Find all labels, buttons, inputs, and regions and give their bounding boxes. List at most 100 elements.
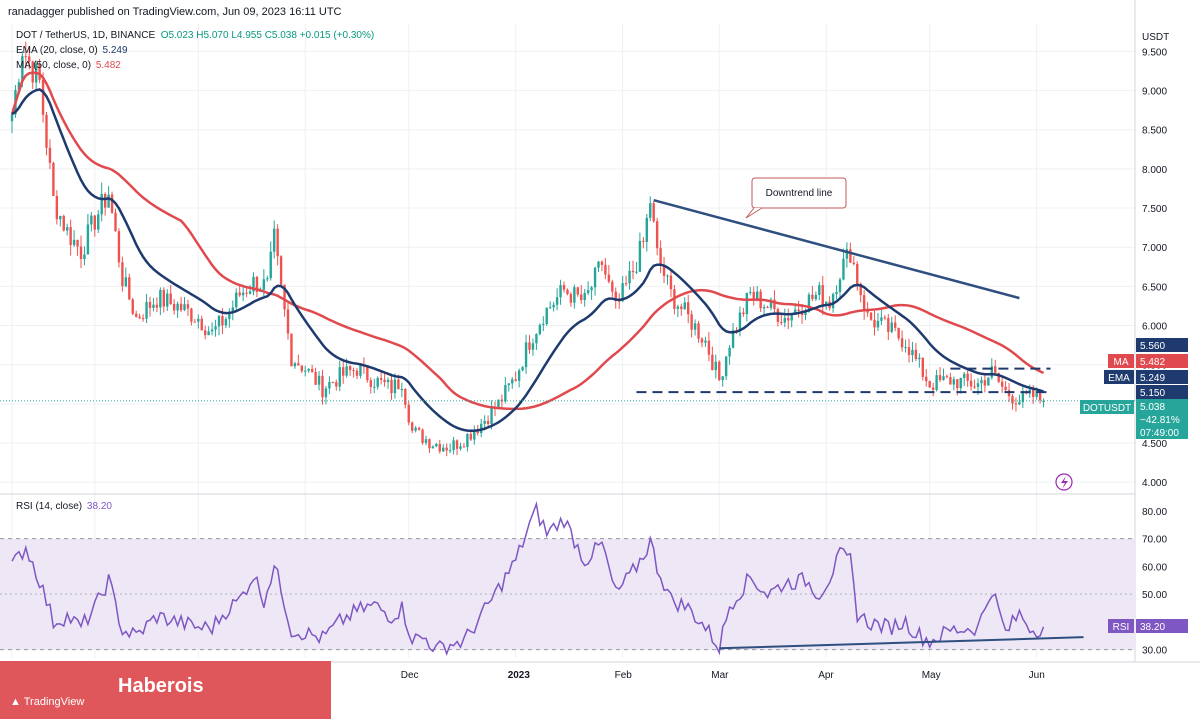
candle-body (297, 363, 300, 366)
low-value: L4.955 (231, 30, 262, 41)
candle-body (659, 248, 662, 265)
ma-axis-tag: MA (1114, 357, 1129, 368)
candle-body (407, 404, 410, 423)
currency-label: USDT (1142, 32, 1169, 43)
ema-axis-tag-bg (1104, 370, 1134, 384)
candle-body (172, 303, 176, 311)
candle-body (117, 231, 121, 263)
candle-body (379, 378, 383, 380)
ma-value: 5.482 (95, 60, 121, 71)
candle-body (887, 318, 890, 332)
candle-body (876, 320, 880, 328)
candle-body (169, 293, 172, 304)
candle-body (400, 388, 404, 390)
candle-body (756, 291, 759, 299)
candle-body (445, 447, 448, 451)
ema-legend[interactable]: EMA (20, close, 0) 5.249 (16, 45, 128, 56)
candle-body (580, 294, 583, 301)
ema-price-tag: 5.249 (1140, 373, 1165, 384)
candle-body (252, 276, 255, 292)
candle-body (124, 277, 128, 287)
candle-body (431, 446, 435, 449)
candle-body (749, 291, 752, 293)
candle-body (321, 375, 324, 398)
candle-body (793, 309, 797, 315)
candle-body (486, 420, 490, 424)
candle-body (645, 217, 648, 242)
candle-body (849, 249, 852, 263)
symbol-axis-tag: DOTUSDT (1083, 403, 1131, 414)
candle-body (331, 381, 335, 383)
candle-body (904, 347, 907, 349)
candles (10, 41, 1045, 457)
candle-body (324, 388, 328, 398)
candle-body (976, 383, 980, 387)
candle-body (411, 422, 414, 431)
candle-body (390, 379, 393, 394)
candle-body (811, 294, 814, 300)
resistance-price-tag: 5.560 (1140, 341, 1165, 352)
candle-body (869, 312, 873, 320)
candle-body (414, 427, 417, 431)
candle-body (983, 380, 987, 386)
time-tick-label: 2023 (508, 670, 531, 681)
candle-body (276, 228, 279, 257)
candle-body (517, 370, 521, 381)
candle-body (342, 367, 345, 376)
candle-body (373, 386, 376, 388)
candle-body (293, 363, 297, 367)
rsi-tick-label: 30.00 (1142, 646, 1167, 657)
candle-body (935, 375, 938, 390)
candle-body (83, 254, 86, 260)
candle-body (469, 433, 473, 440)
candle-body (862, 295, 866, 311)
candle-body (455, 440, 459, 449)
candle-body (307, 368, 310, 371)
candle-body (552, 304, 555, 308)
symbol-axis-tag-bg (1080, 400, 1134, 414)
candle-body (97, 214, 100, 230)
candle-body (48, 147, 52, 163)
candle-body (497, 399, 500, 409)
candle-body (925, 376, 928, 382)
lightning-icon (1055, 473, 1073, 491)
candle-body (1014, 403, 1018, 405)
candle-body (990, 366, 993, 378)
candle-body (79, 246, 83, 260)
candle-body (121, 262, 124, 287)
candle-body (462, 446, 466, 448)
candle-body (597, 261, 600, 268)
tv-logo-icon: ▲ (10, 696, 21, 708)
candle-body (345, 366, 348, 376)
rsi-line (11, 500, 1045, 656)
rsi-legend[interactable]: RSI (14, close) 38.20 (16, 501, 112, 512)
candle-body (773, 299, 776, 310)
candle-body (649, 203, 652, 218)
candle-body (914, 349, 918, 360)
candle-body (559, 285, 562, 298)
candle-body (366, 365, 369, 381)
candle-body (890, 322, 893, 332)
candle-body (266, 278, 269, 280)
candle-body (952, 379, 956, 385)
candle-body (845, 249, 849, 259)
ma-legend[interactable]: MA (50, close, 0) 5.482 (16, 60, 121, 71)
rsi-price-tag-bg (1136, 619, 1188, 633)
ma-label: MA (50, close, 0) (16, 60, 92, 71)
close-value: C5.038 (264, 30, 297, 41)
candle-body (38, 63, 41, 80)
candle-body (511, 379, 514, 384)
tradingview-logo[interactable]: ▲ TradingView (10, 696, 84, 708)
candle-body (386, 379, 390, 383)
symbol-legend: DOT / TetherUS, 1D, BINANCE O5.023 H5.07… (16, 30, 374, 41)
candle-body (738, 312, 742, 332)
candle-body (393, 379, 397, 394)
symbol-name[interactable]: DOT / TetherUS, 1D, BINANCE (16, 30, 156, 41)
price-labels: 5.560 MA 5.482 EMA 5.249 5.150 DOTUSDT 5.038 −42… (1080, 338, 1188, 633)
candle-body (1000, 381, 1004, 387)
candle-body (669, 275, 673, 290)
downtrend-callout-box (751, 177, 847, 209)
candle-body (655, 221, 659, 249)
candle-body (690, 314, 693, 330)
